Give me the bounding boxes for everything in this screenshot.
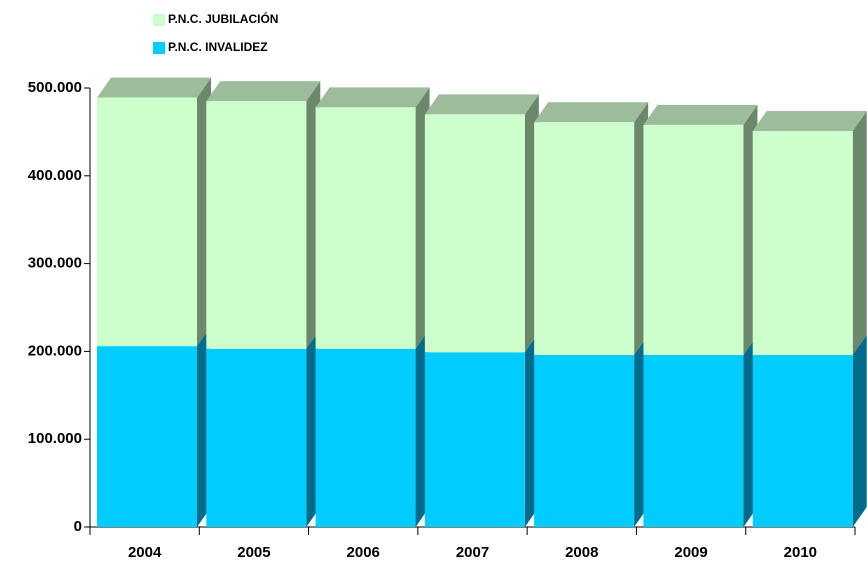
x-tick-label: 2005 [237,544,270,561]
y-tick-label: 100.000 [28,430,82,447]
bar [97,346,197,527]
x-tick-label: 2006 [347,544,380,561]
legend-swatch [153,42,165,54]
bar [534,354,635,527]
bar-top [206,81,321,102]
legend-swatch [153,14,165,26]
bar-top [752,111,867,132]
bar [315,107,416,349]
bar [643,354,744,527]
bar [424,114,525,353]
x-tick-label: 2008 [565,544,598,561]
x-tick-label: 2009 [674,544,707,561]
y-tick-label: 0 [74,518,82,535]
y-tick-label: 200.000 [28,342,82,359]
bar [206,101,307,349]
y-tick-label: 300.000 [28,255,82,272]
bar [752,354,853,527]
bar [752,131,853,355]
bar-side [852,111,867,355]
x-tick-label: 2010 [784,544,817,561]
bar-top [424,94,539,115]
bar-top [534,102,649,123]
bar-top [643,104,758,125]
y-tick-label: 400.000 [28,167,82,184]
bar-top [315,87,430,108]
x-tick-label: 2007 [456,544,489,561]
bar [315,348,416,527]
bar-top [97,77,211,98]
bar [97,97,197,347]
bar [534,122,635,355]
y-tick-label: 500.000 [28,79,82,96]
legend-label: P.N.C. JUBILACIÓN [168,11,278,26]
legend: P.N.C. JUBILACIÓN P.N.C. INVALIDEZ [153,11,278,54]
bar-side [852,334,867,527]
x-tick-label: 2004 [128,544,162,561]
bar [643,124,744,355]
bar [206,348,307,527]
legend-label: P.N.C. INVALIDEZ [168,40,268,54]
bar [424,352,525,527]
